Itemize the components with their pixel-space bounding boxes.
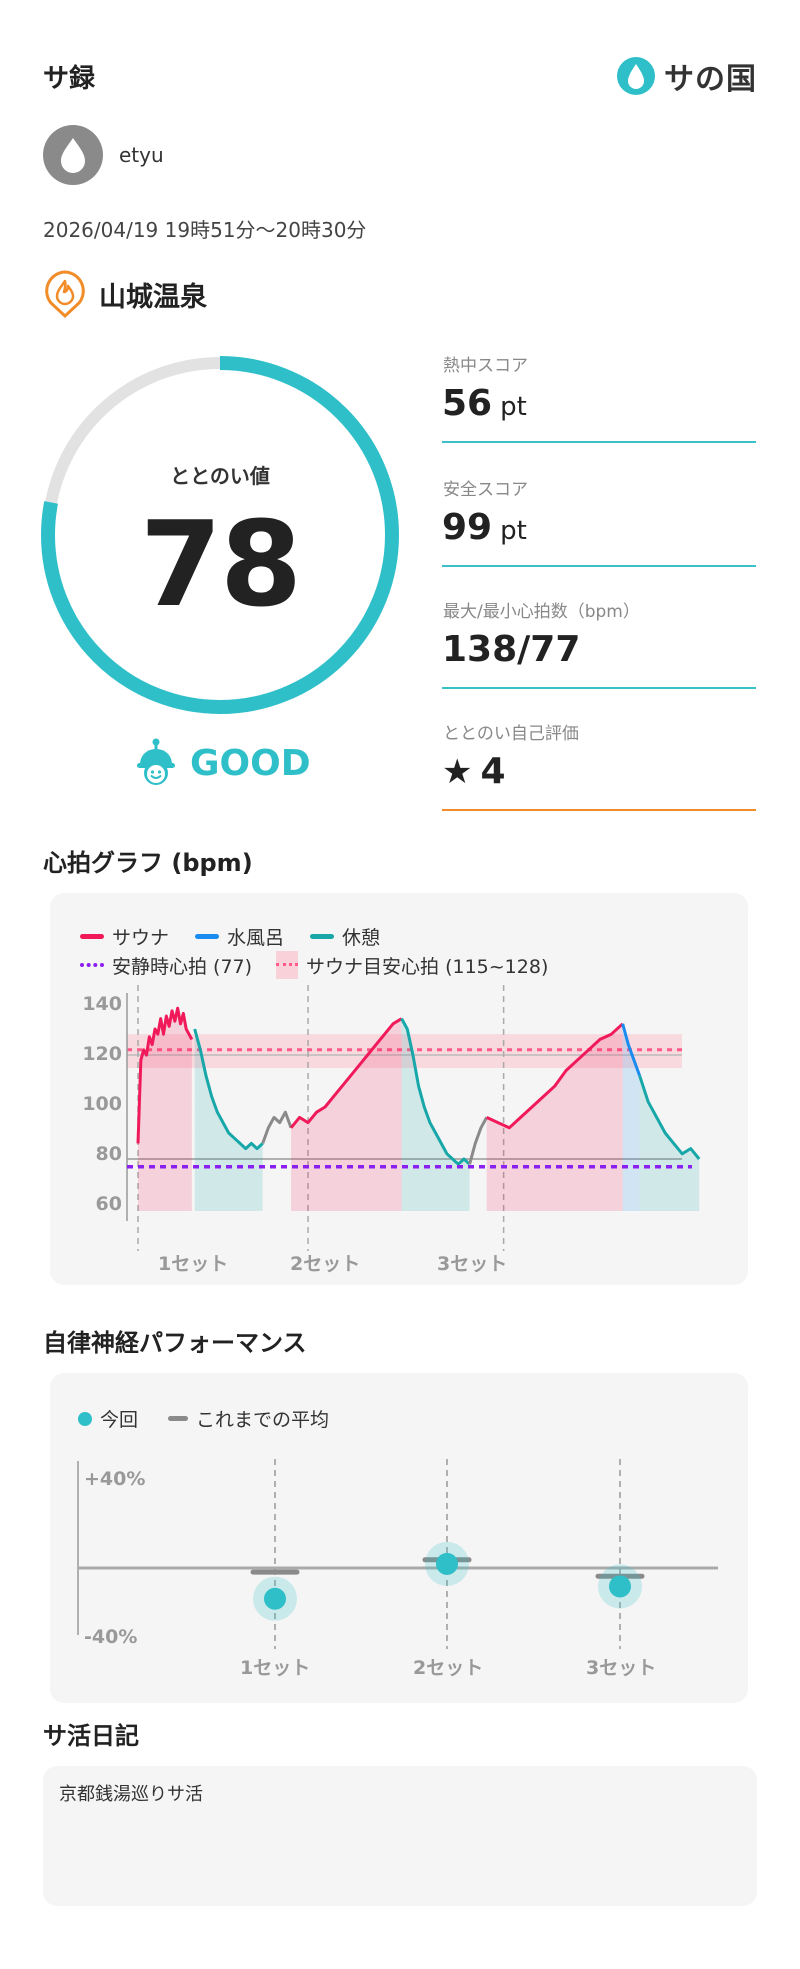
y-tick-label: 60 — [95, 1193, 122, 1215]
metric-unit: pt — [500, 392, 527, 422]
series-line-cold — [621, 1023, 642, 1077]
diary-title: サ活日記 — [43, 1722, 139, 1750]
metric-value: 138/77 — [442, 629, 580, 670]
metric-value: 99 pt — [442, 507, 527, 548]
metric-label: 安全スコア — [443, 480, 528, 500]
avatar[interactable] — [43, 125, 103, 185]
metric-number: 99 — [442, 507, 493, 548]
series-line-sauna — [136, 1006, 194, 1144]
legend-current-swatch — [78, 1411, 92, 1426]
series-area-cold — [622, 1023, 640, 1211]
current-point — [436, 1552, 458, 1575]
metric-label: 熱中スコア — [443, 356, 528, 376]
star-icon: ★ — [442, 752, 473, 792]
metric-number: 4 — [480, 751, 506, 792]
metric-number: 138/77 — [442, 629, 581, 670]
metric-safety-score: 安全スコア 99 pt — [442, 475, 756, 567]
current-point — [609, 1575, 631, 1598]
legend-row-2: 安静時心拍 (77) サウナ目安心拍 (115~128) — [80, 951, 548, 979]
y-tick-label: -40% — [84, 1626, 138, 1648]
set-label: 3セット — [437, 1253, 508, 1275]
username[interactable]: etyu — [119, 143, 164, 167]
legend-sauna-label: サウナ — [112, 927, 170, 949]
series-area-sauna — [291, 1018, 402, 1211]
metric-label: ととのい自己評価 — [443, 724, 579, 744]
series-area-rest — [401, 1018, 470, 1211]
header: サ録 サの国 — [43, 56, 757, 97]
gauge-ring — [41, 356, 399, 714]
series-area-rest — [639, 1075, 700, 1211]
metric-heart-rate-range: 最大/最小心拍数（bpm） 138/77 — [442, 597, 756, 689]
legend-sauna-swatch — [80, 934, 104, 939]
nerve-performance-card: 今回 これまでの平均 +40% -40% 1セット 2セット 3セット — [50, 1373, 748, 1703]
series-area-rest — [194, 1029, 263, 1211]
legend-average-swatch — [168, 1416, 189, 1421]
page-title: サ録 — [43, 64, 96, 94]
water-drop-avatar-icon — [61, 138, 85, 173]
flame-pin-icon — [45, 270, 85, 318]
nerve-performance-title: 自律神経パフォーマンス — [43, 1329, 307, 1357]
metric-self-rating: ととのい自己評価 ★ 4 — [442, 719, 756, 811]
app-logo: サの国 — [616, 56, 757, 97]
legend-row-1: サウナ 水風呂 休憩 — [80, 923, 380, 950]
legend-rest-label: 休憩 — [342, 927, 381, 949]
set-label: 1セット — [240, 1657, 311, 1679]
rating-badge: GOOD — [134, 735, 311, 791]
session-time: 2026/04/19 19時51分〜20時30分 — [43, 218, 367, 242]
legend-resting-label: 安静時心拍 (77) — [112, 955, 253, 978]
metric-number: 56 — [442, 383, 493, 424]
series-area-sauna — [138, 1008, 192, 1211]
facility-name[interactable]: 山城温泉 — [99, 281, 207, 313]
set-label: 2セット — [290, 1253, 361, 1275]
series-line-idle — [468, 1116, 488, 1165]
water-drop-logo-icon — [617, 57, 655, 95]
nerve-legend: 今回 これまでの平均 — [78, 1405, 329, 1432]
series-line-idle — [261, 1110, 293, 1144]
y-tick-label: +40% — [84, 1468, 146, 1490]
heart-rate-chart — [126, 985, 701, 1251]
facility-row[interactable]: 山城温泉 — [43, 270, 207, 318]
series-line-rest — [638, 1075, 701, 1160]
legend-target-label: サウナ目安心拍 (115~128) — [306, 955, 549, 978]
totonoi-gauge: ととのい値 78 — [40, 355, 400, 715]
series-line-sauna — [485, 1022, 624, 1130]
series-line-rest — [400, 1017, 471, 1166]
gauge-value: 78 — [139, 495, 302, 633]
diary-text[interactable]: 京都銭湯巡りサ活 — [59, 1784, 203, 1805]
series-line-sauna — [289, 1017, 403, 1129]
metric-value: ★ 4 — [442, 751, 506, 792]
logo-text: サの国 — [664, 62, 757, 97]
heart-graph-title: 心拍グラフ (bpm) — [43, 849, 253, 877]
y-tick-label: 80 — [95, 1143, 122, 1165]
legend-current-label: 今回 — [100, 1409, 139, 1431]
y-tick-label: 140 — [82, 993, 122, 1015]
metric-value: 56 pt — [442, 383, 527, 424]
legend-cold-label: 水風呂 — [227, 927, 285, 949]
y-tick-label: 120 — [82, 1043, 122, 1065]
legend-rest-swatch — [310, 934, 335, 939]
nerve-performance-chart — [77, 1459, 718, 1649]
metric-label: 最大/最小心拍数（bpm） — [443, 602, 640, 622]
smiling-helmet-icon — [137, 738, 175, 785]
set-label: 2セット — [413, 1657, 484, 1679]
legend-resting-swatch — [80, 963, 104, 967]
y-tick-label: 100 — [82, 1093, 122, 1115]
user-row[interactable]: etyu — [43, 125, 164, 185]
legend-average-label: これまでの平均 — [196, 1409, 330, 1431]
gauge-progress-arc — [41, 356, 399, 714]
rating-text: GOOD — [190, 742, 311, 784]
metric-unit: pt — [500, 516, 527, 546]
legend-cold-swatch — [195, 934, 220, 939]
gauge-label: ととのい値 — [170, 464, 270, 488]
metric-heat-score: 熱中スコア 56 pt — [442, 351, 756, 443]
series-line-rest — [193, 1028, 264, 1151]
legend-target-swatch — [276, 951, 299, 979]
heart-graph-card: サウナ 水風呂 休憩 安静時心拍 (77) サウナ目安心拍 (115~128) … — [50, 893, 748, 1285]
current-point — [264, 1587, 286, 1610]
series-area-sauna — [486, 1023, 623, 1211]
diary-card[interactable]: 京都銭湯巡りサ活 — [43, 1766, 757, 1906]
set-label: 3セット — [586, 1657, 657, 1679]
set-label: 1セット — [158, 1253, 229, 1275]
